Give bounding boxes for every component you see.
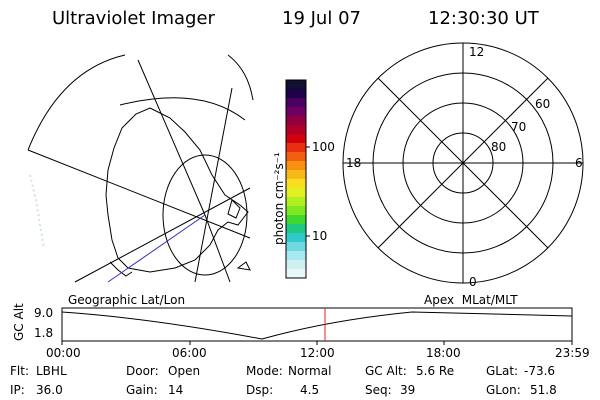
footer-gcalt-value: 5.6 Re: [416, 364, 455, 378]
altitude-curve: [61, 311, 573, 340]
colorbar-band: [286, 116, 306, 126]
colorbar-band: [286, 260, 306, 270]
colorbar-band: [286, 197, 306, 207]
colorbar-band: [286, 80, 306, 90]
footer-dsp-label: Dsp:: [246, 383, 274, 397]
footer-ip-label: IP:: [10, 383, 25, 397]
footer-gain-label: Gain:: [126, 383, 158, 397]
lat-circle: [119, 97, 246, 121]
mlt-label-12: 12: [469, 45, 485, 59]
meridian-1: [27, 149, 251, 239]
instrument-title: Ultraviolet Imager: [52, 8, 215, 29]
mlt-label-18: 18: [346, 156, 362, 170]
colorbar-unit-label: photon cm⁻²s⁻¹: [272, 152, 286, 245]
footer-mode-label: Mode:: [246, 364, 283, 378]
footer-gain-value: 14: [168, 383, 184, 397]
footer-ip-value: 36.0: [36, 383, 63, 397]
footer-mode-value: Normal: [288, 364, 332, 378]
mlt-label-6: 6: [575, 156, 583, 170]
sun-direction-line: [107, 214, 206, 283]
footer-dsp-value: 4.5: [300, 383, 320, 397]
outer-limb-arc-left: [27, 54, 126, 151]
colorbar-band: [286, 170, 306, 180]
time-tick-3: 18:00: [426, 346, 461, 360]
colorbar-frame: [285, 79, 307, 279]
footer-seq-value: 39: [400, 383, 416, 397]
footer-glat-label: GLat:: [486, 364, 519, 378]
colorbar-band: [286, 134, 306, 144]
colorbar-band: [286, 152, 306, 162]
observation-time: 12:30:30 UT: [428, 8, 539, 29]
footer-seq-label: Seq:: [365, 383, 392, 397]
footer-glat-value: -73.6: [524, 364, 556, 378]
lat-label-70: 70: [511, 120, 527, 134]
colorbar-tick-100: 100: [312, 140, 335, 154]
colorbar-band: [286, 179, 306, 189]
time-tick-1: 06:00: [172, 346, 207, 360]
colorbar-band: [286, 98, 306, 108]
lat-label-80: 80: [491, 140, 507, 154]
faint-edge-emission: [29, 174, 45, 249]
colorbar-band: [286, 251, 306, 261]
footer-flt-value: LBHL: [36, 364, 67, 378]
colorbar-band: [286, 143, 306, 153]
peninsula: [109, 261, 133, 277]
lat-label-60: 60: [535, 97, 551, 111]
meridian-3: [194, 87, 233, 283]
polar-plot: [342, 42, 584, 284]
colorbar-band: [286, 188, 306, 198]
footer-glon-value: 51.8: [530, 383, 557, 397]
colorbar-band: [286, 107, 306, 117]
altitude-strip: [61, 307, 573, 345]
apex-caption: Apex MLat/MLT: [424, 293, 518, 307]
time-tick-2: 12:00: [300, 346, 335, 360]
colorbar-tick-10: 10: [312, 229, 328, 243]
geographic-caption: Geographic Lat/Lon: [68, 293, 186, 307]
meridian-2: [137, 59, 206, 216]
colorbar-band: [286, 233, 306, 243]
meridian-5: [204, 214, 231, 283]
outer-limb-arc-right: [227, 54, 254, 101]
geographic-map: [27, 54, 254, 283]
mlt-label-0: 0: [469, 275, 477, 289]
colorbar-band: [286, 224, 306, 234]
island-bottom: [236, 261, 251, 271]
footer-gcalt-label: GC Alt:: [365, 364, 407, 378]
antarctica-coastline: [105, 107, 249, 273]
meridian-4: [74, 187, 251, 283]
colorbar-band: [286, 215, 306, 225]
colorbar-band: [286, 161, 306, 171]
altitude-tick-low: 1.8: [34, 326, 54, 340]
colorbar-band: [286, 206, 306, 216]
colorbar-band: [286, 125, 306, 135]
pole-circle: [162, 154, 248, 276]
time-tick-0: 00:00: [46, 346, 81, 360]
footer-glon-label: GLon:: [486, 383, 521, 397]
colorbar: [285, 79, 307, 279]
island-right: [227, 199, 241, 219]
colorbar-band: [286, 89, 306, 99]
observation-date: 19 Jul 07: [282, 8, 361, 29]
altitude-strip-frame: [61, 307, 573, 342]
altitude-ylabel: GC Alt: [12, 303, 26, 341]
footer-door-value: Open: [168, 364, 201, 378]
colorbar-band: [286, 242, 306, 252]
colorbar-band: [286, 269, 306, 279]
footer-flt-label: Flt:: [10, 364, 29, 378]
altitude-tick-high: 9.0: [34, 306, 54, 320]
footer-door-label: Door:: [126, 364, 159, 378]
time-tick-4: 23:59: [555, 346, 590, 360]
mlt-diag-2: [377, 77, 549, 249]
